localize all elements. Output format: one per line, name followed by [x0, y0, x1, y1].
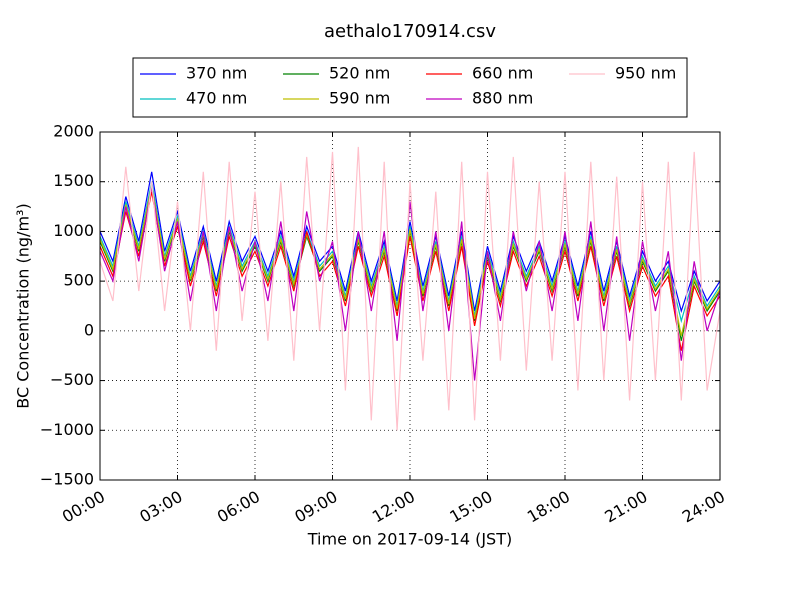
series-line [99, 146, 721, 431]
series-line [99, 171, 721, 314]
chart-title: aethalo170914.csv [324, 21, 496, 42]
legend-label: 590 nm [329, 89, 390, 108]
y-tick-label: −1500 [40, 470, 94, 489]
x-tick-label: 15:00 [446, 487, 495, 527]
y-tick-label: 1500 [53, 171, 94, 190]
series-line [99, 186, 721, 381]
x-tick-label: 12:00 [369, 487, 418, 527]
legend-label: 470 nm [186, 89, 247, 108]
x-tick-label: 09:00 [291, 487, 340, 527]
x-tick-label: 06:00 [214, 487, 263, 527]
legend-label: 370 nm [186, 64, 247, 83]
y-tick-label: 0 [84, 320, 94, 339]
x-tick-label: 24:00 [679, 487, 728, 527]
y-tick-label: −500 [50, 370, 94, 389]
legend-label: 880 nm [472, 89, 533, 108]
plot-frame [99, 131, 721, 481]
legend-label: 660 nm [472, 64, 533, 83]
series-line [99, 191, 721, 351]
x-tick-label: 21:00 [601, 487, 650, 527]
y-tick-label: 500 [63, 271, 94, 290]
y-axis-label: BC Concentration (ng/m³) [14, 203, 33, 408]
legend-label: 950 nm [615, 64, 676, 83]
y-tick-label: −1000 [40, 420, 94, 439]
y-tick-label: 1000 [53, 221, 94, 240]
y-tick-label: 2000 [53, 122, 94, 141]
x-axis-label: Time on 2017-09-14 (JST) [307, 530, 512, 549]
legend-box [132, 57, 688, 118]
x-tick-label: 03:00 [136, 487, 185, 527]
x-tick-label: 18:00 [524, 487, 573, 527]
x-tick-label: 00:00 [59, 487, 108, 527]
legend-label: 520 nm [329, 64, 390, 83]
